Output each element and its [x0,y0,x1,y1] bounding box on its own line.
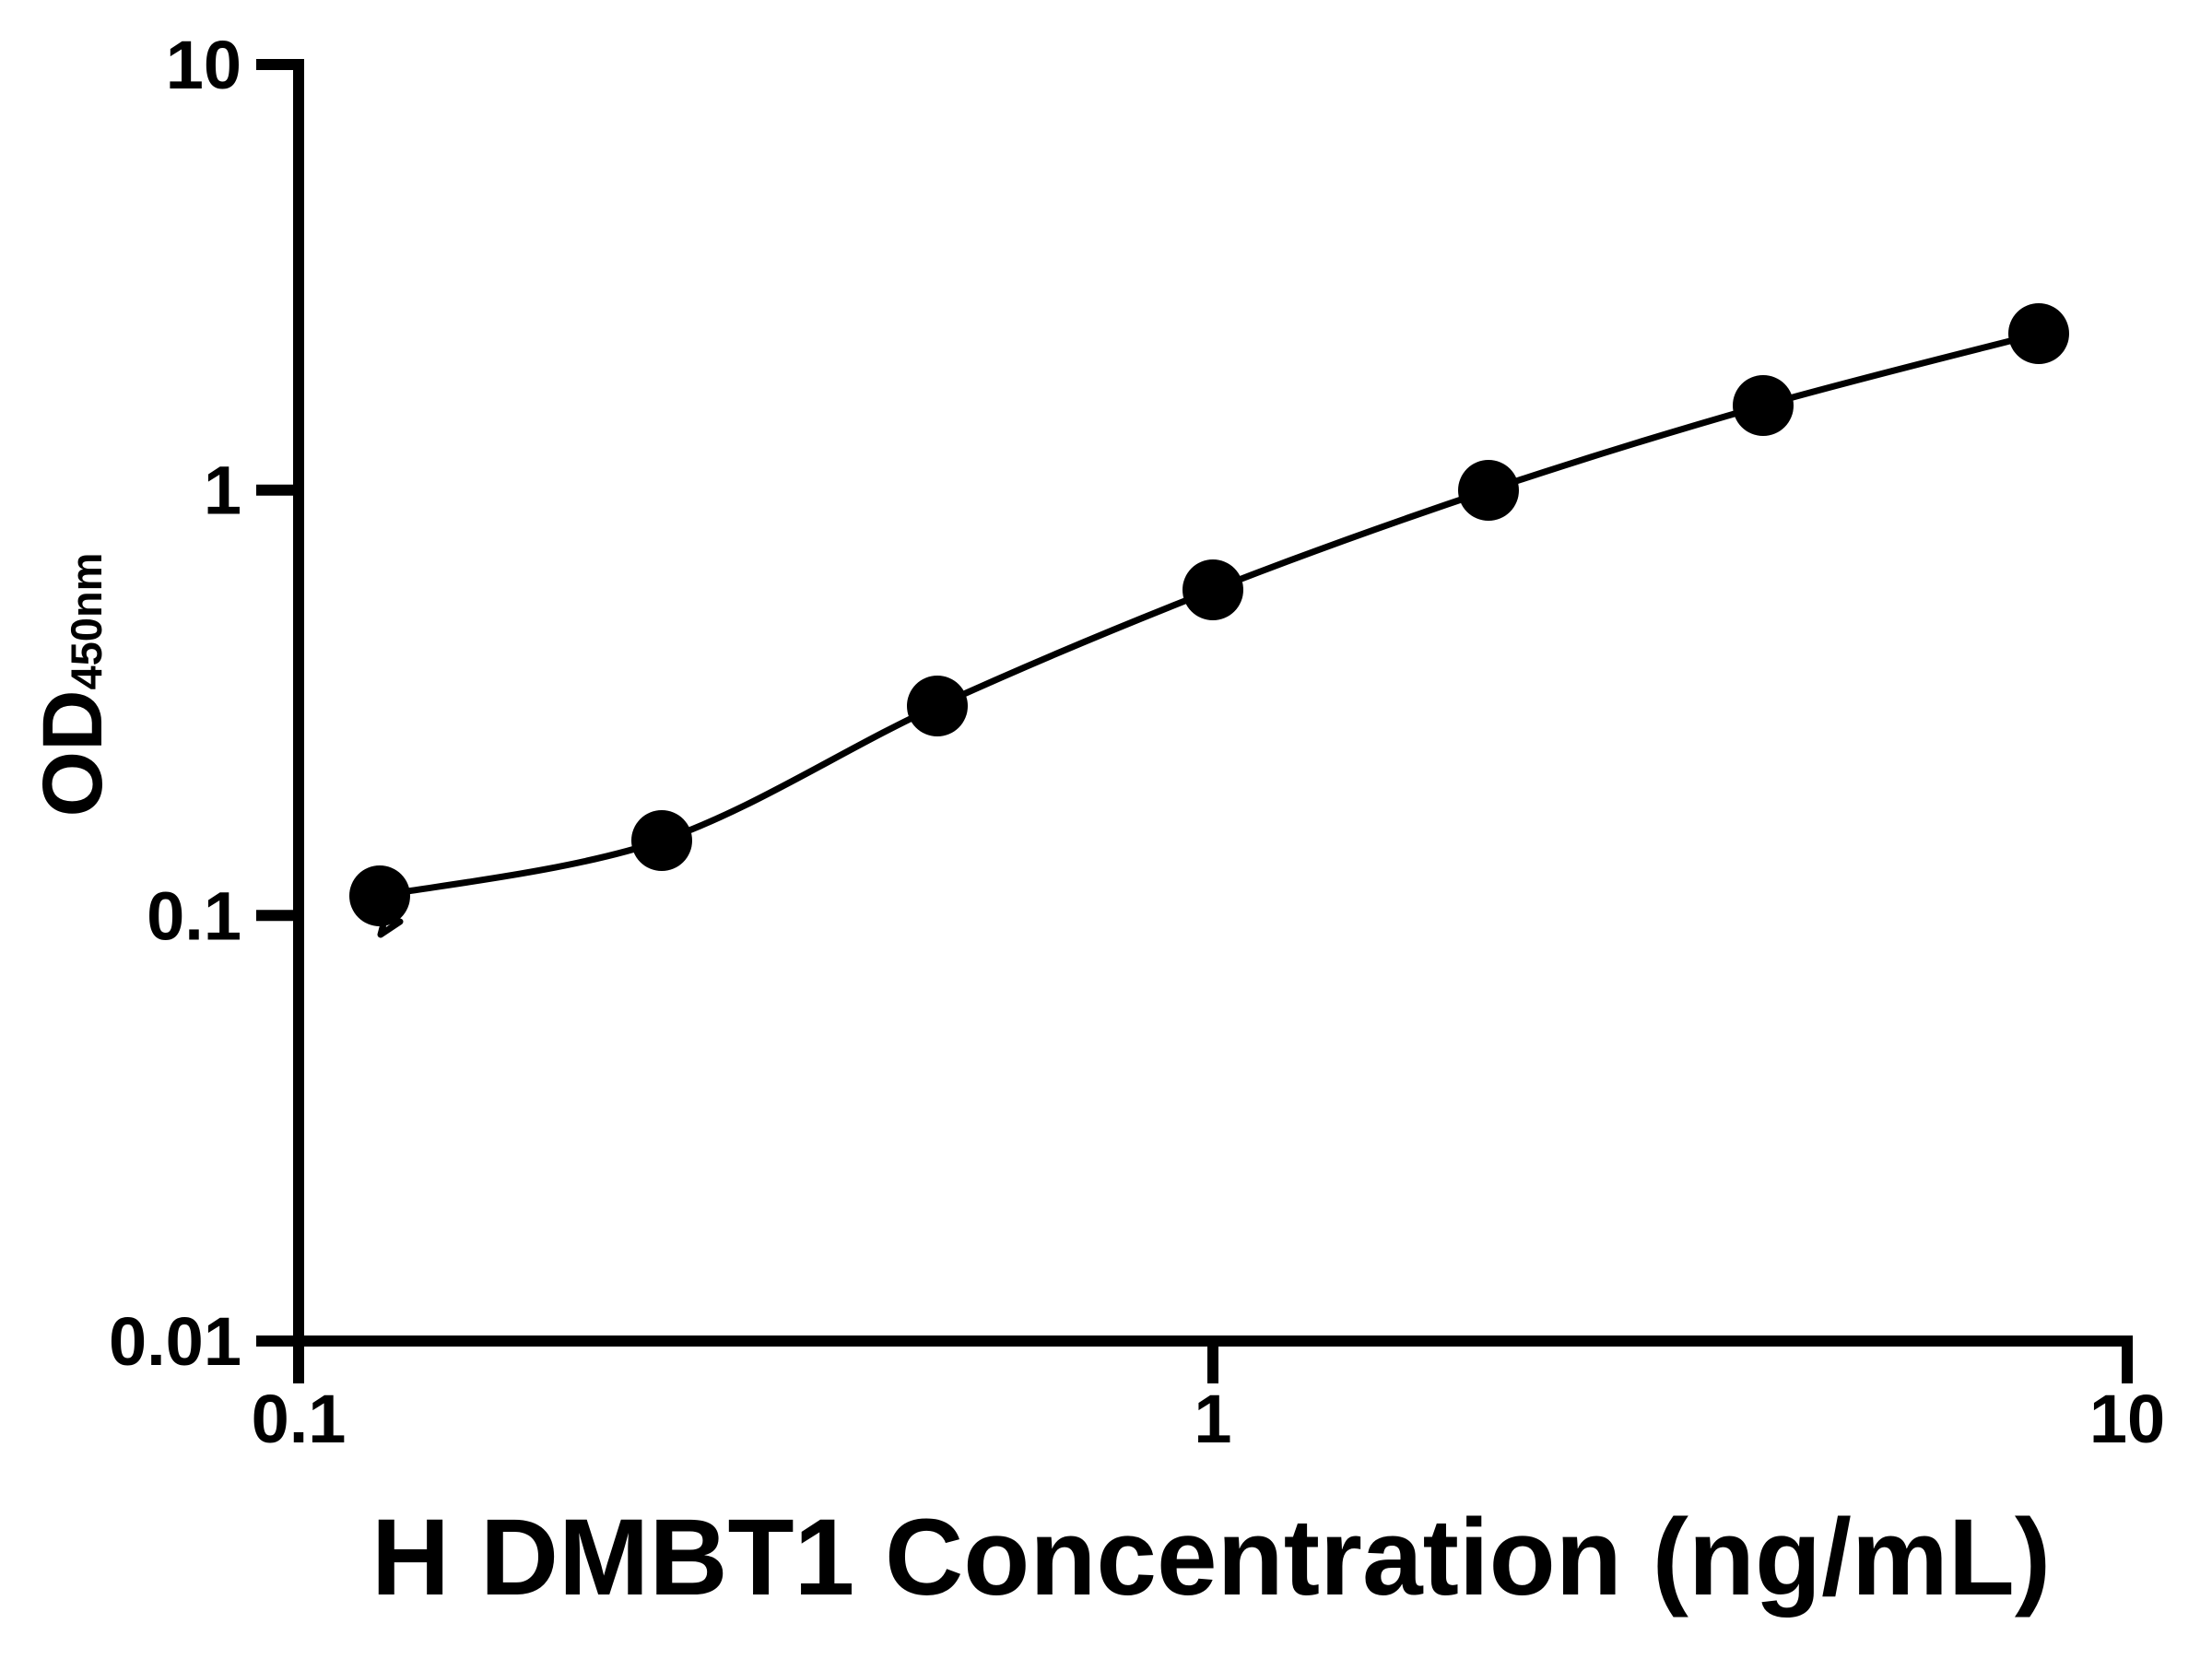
svg-text:OD450nm: OD450nm [26,553,120,818]
svg-text:10: 10 [166,27,241,103]
svg-text:1: 1 [1194,1381,1231,1457]
svg-text:0.01: 0.01 [109,1303,241,1380]
svg-text:0.1: 0.1 [147,877,241,954]
svg-text:10: 10 [2089,1381,2165,1457]
svg-text:1: 1 [204,453,241,529]
svg-text:0.1: 0.1 [252,1381,347,1457]
svg-text:H DMBT1 Concentration (ng/mL): H DMBT1 Concentration (ng/mL) [371,1497,2051,1618]
